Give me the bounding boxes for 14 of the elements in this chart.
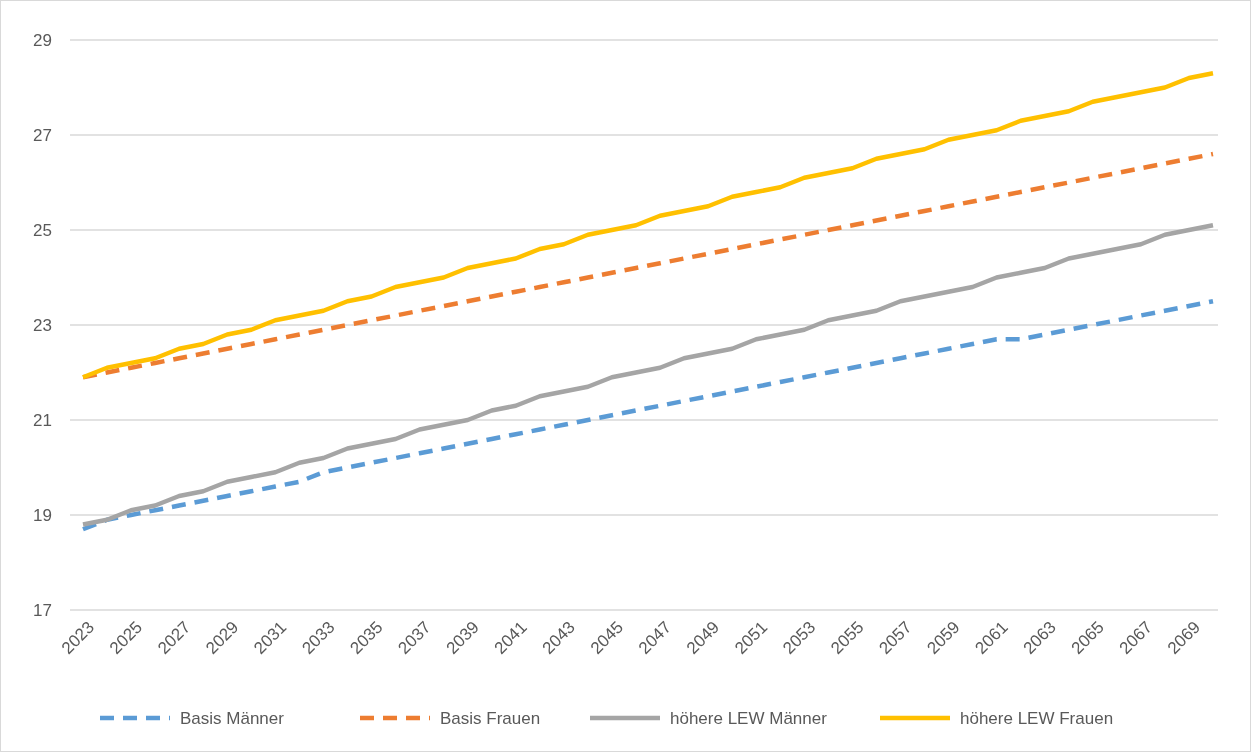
legend-label: höhere LEW Männer [670,708,828,728]
y-tick-label: 23 [33,315,52,335]
line-series [80,299,1216,532]
y-tick-label: 17 [33,600,52,620]
line-series [80,71,1216,380]
y-tick-label: 21 [33,410,52,430]
legend-label: Basis Frauen [440,708,541,728]
y-tick-label: 25 [33,220,52,240]
y-tick-label: 27 [33,125,52,145]
y-tick-label: 19 [33,505,52,525]
y-tick-label: 29 [33,30,52,50]
line-series [80,223,1216,527]
legend-label: höhere LEW Frauen [960,708,1114,728]
legend-label: Basis Männer [180,708,285,728]
